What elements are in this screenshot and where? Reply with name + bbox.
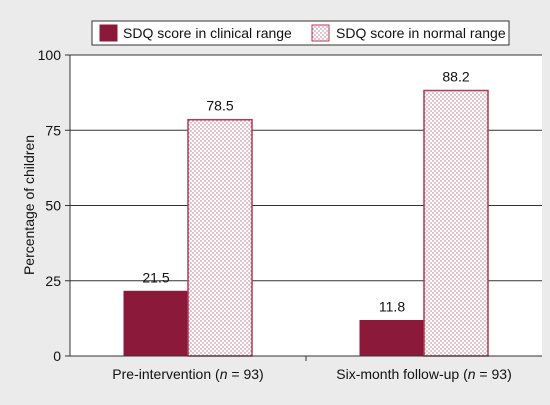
y-axis-title: Percentage of children bbox=[21, 135, 37, 275]
y-tick-label: 0 bbox=[53, 348, 61, 364]
bar bbox=[423, 89, 489, 357]
legend-label: SDQ score in clinical range bbox=[123, 25, 292, 41]
bar bbox=[123, 290, 189, 357]
legend-swatch bbox=[311, 24, 330, 42]
legend: SDQ score in clinical range SDQ score in … bbox=[91, 20, 510, 46]
y-tick-label: 50 bbox=[45, 198, 61, 214]
legend-swatch bbox=[99, 24, 118, 42]
data-label: 21.5 bbox=[142, 269, 169, 285]
y-tick-label: 25 bbox=[45, 273, 61, 289]
legend-box bbox=[91, 20, 510, 46]
x-tick-label: Pre-intervention (n = 93) bbox=[112, 366, 263, 382]
x-tick-label: Six-month follow-up (n = 93) bbox=[336, 366, 512, 382]
bar bbox=[187, 118, 253, 357]
labels: 0 25 50 75 100 21.5 78.5 Pre-intervention (n = … bbox=[38, 47, 512, 382]
data-label: 78.5 bbox=[206, 98, 233, 114]
bar bbox=[359, 319, 425, 357]
axes bbox=[65, 54, 542, 361]
legend-label: SDQ score in normal range bbox=[336, 25, 506, 41]
y-tick-label: 75 bbox=[45, 122, 61, 138]
bars bbox=[123, 89, 489, 357]
data-label: 11.8 bbox=[379, 298, 405, 314]
data-label: 88.2 bbox=[442, 69, 469, 85]
y-tick-label: 100 bbox=[38, 47, 62, 63]
